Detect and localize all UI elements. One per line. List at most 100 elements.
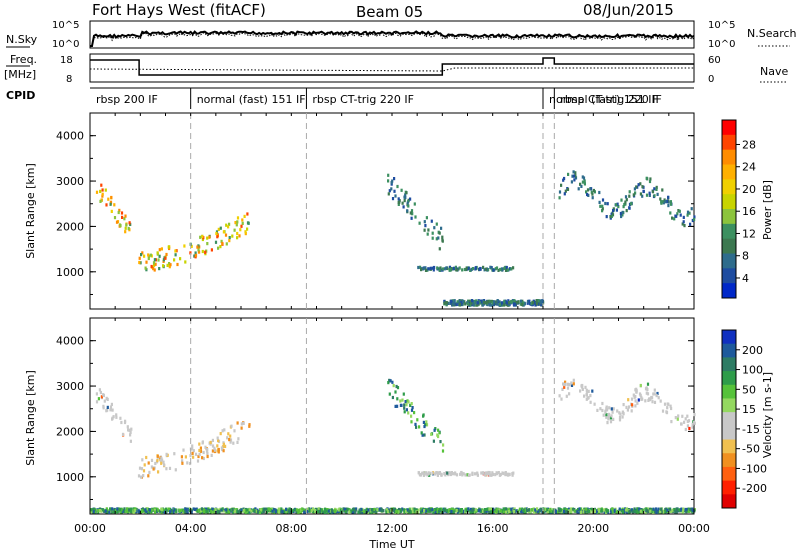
range-gate-cell — [424, 423, 427, 427]
range-gate-cell — [228, 239, 231, 243]
range-gate-cell — [552, 508, 555, 512]
range-gate-cell — [565, 510, 568, 514]
range-gate-cell — [582, 176, 586, 180]
range-gate-cell — [487, 470, 490, 475]
range-gate-cell — [217, 227, 220, 231]
velocity-cells — [90, 378, 696, 514]
range-gate-cell — [283, 510, 286, 514]
range-gate-cell — [115, 415, 118, 419]
range-gate-cell — [312, 509, 315, 513]
range-gate-cell — [427, 228, 430, 232]
range-gate-cell — [693, 413, 696, 417]
range-gate-cell — [199, 449, 203, 453]
range-gate-cell — [462, 472, 465, 476]
range-gate-cell — [504, 265, 507, 269]
range-gate-cell — [417, 471, 421, 475]
range-gate-cell — [692, 420, 695, 425]
range-gate-cell — [387, 179, 390, 183]
range-gate-cell — [501, 267, 504, 271]
range-gate-cell — [628, 206, 631, 210]
range-gate-cell — [112, 508, 115, 512]
nsky-series — [90, 30, 695, 47]
range-gate-cell — [482, 510, 485, 514]
range-gate-cell — [610, 407, 613, 411]
range-gate-cell — [261, 507, 264, 512]
range-gate-cell — [206, 454, 209, 459]
power-colorbar: 28 24 20 16 12 8 4 — [721, 119, 756, 299]
range-gate-cell — [435, 222, 438, 226]
range-gate-cell — [621, 510, 624, 514]
range-gate-cell — [624, 508, 628, 512]
nsky-frame — [89, 20, 695, 49]
range-gate-cell — [435, 237, 438, 241]
range-gate-cell — [426, 472, 429, 476]
range-gate-cell — [662, 201, 665, 205]
range-gate-cell — [462, 299, 465, 303]
power-y-axis: 1000 2000 3000 4000 — [56, 130, 694, 295]
range-gate-cell — [321, 510, 325, 514]
range-gate-cell — [655, 185, 658, 189]
range-gate-cell — [168, 466, 172, 470]
range-gate-cell — [109, 507, 112, 511]
range-gate-cell — [558, 196, 561, 200]
range-gate-cell — [219, 245, 222, 249]
range-gate-cell — [670, 509, 673, 513]
range-gate-cell — [621, 213, 624, 217]
range-gate-cell — [198, 448, 201, 453]
y-tick-label: 4000 — [56, 335, 84, 348]
range-gate-cell — [205, 449, 209, 453]
range-gate-cell — [123, 217, 126, 221]
range-gate-cell — [380, 508, 383, 512]
range-gate-cell — [463, 267, 466, 272]
range-gate-cell — [140, 467, 144, 471]
range-gate-cell — [402, 392, 405, 396]
range-gate-cell — [376, 508, 379, 512]
range-gate-cell — [165, 467, 168, 471]
range-gate-cell — [170, 509, 173, 513]
range-gate-cell — [393, 189, 396, 193]
range-gate-cell — [611, 509, 614, 513]
range-gate-cell — [98, 509, 101, 513]
range-gate-cell — [403, 403, 406, 407]
range-gate-cell — [424, 268, 428, 272]
colorbar-tick-label: 20 — [742, 183, 756, 196]
range-gate-cell — [277, 510, 281, 514]
range-gate-cell — [116, 509, 119, 514]
range-gate-cell — [587, 193, 590, 197]
range-gate-cell — [473, 507, 476, 511]
range-gate-cell — [114, 508, 117, 512]
range-gate-cell — [141, 509, 144, 513]
range-gate-cell — [226, 508, 229, 512]
range-gate-cell — [466, 509, 469, 513]
range-gate-cell — [169, 263, 172, 267]
range-gate-cell — [159, 459, 162, 463]
range-gate-cell — [194, 452, 198, 456]
range-gate-cell — [197, 250, 200, 254]
range-gate-cell — [142, 469, 146, 473]
range-gate-cell — [604, 410, 607, 414]
range-gate-cell — [192, 449, 195, 453]
range-gate-cell — [354, 507, 358, 511]
range-gate-cell — [444, 473, 447, 477]
range-gate-cell — [180, 508, 183, 512]
range-gate-cell — [250, 509, 253, 513]
range-gate-cell — [248, 423, 251, 427]
range-gate-cell — [652, 507, 655, 511]
range-gate-cell — [501, 301, 504, 305]
range-gate-cell — [446, 471, 449, 475]
freq-label: Freq. — [10, 53, 37, 66]
range-gate-cell — [634, 191, 637, 195]
range-gate-cell — [474, 266, 477, 270]
range-gate-cell — [221, 507, 224, 511]
range-gate-cell — [414, 422, 417, 426]
range-gate-cell — [192, 455, 195, 459]
range-gate-cell — [589, 400, 592, 404]
range-gate-cell — [585, 510, 588, 514]
range-gate-cell — [318, 508, 322, 512]
range-gate-cell — [147, 474, 150, 478]
range-gate-cell — [222, 230, 225, 234]
range-gate-cell — [344, 510, 347, 514]
range-gate-cell — [202, 450, 205, 455]
range-gate-cell — [499, 509, 502, 513]
range-gate-cell — [601, 209, 604, 213]
